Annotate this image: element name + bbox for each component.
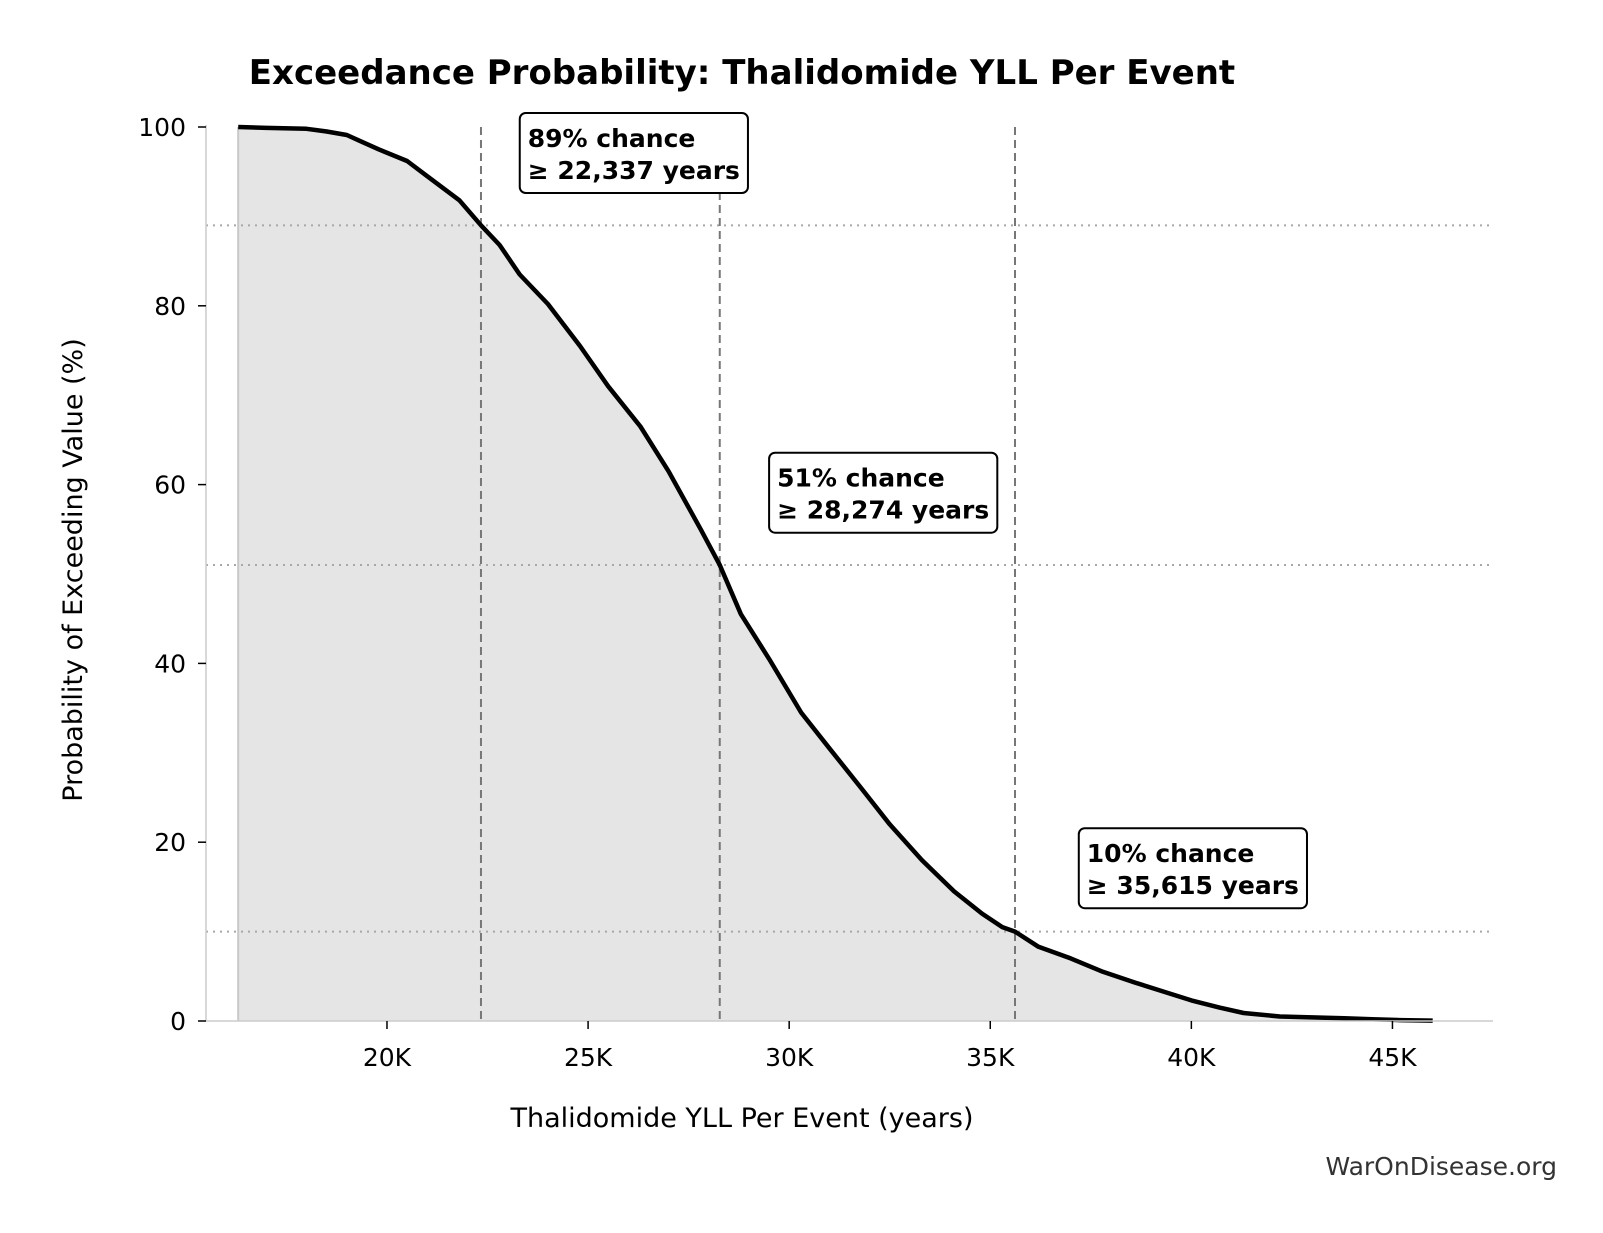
x-tick-label: 45K: [1368, 1043, 1417, 1072]
x-tick-label: 40K: [1167, 1043, 1216, 1072]
annotation-box: 10% chance ≥ 35,615 years: [1077, 827, 1308, 910]
plot-area: 0 20 40 60 80 100 20K 25K 30K 35K 40K 45K 89% chanc…: [138, 112, 1493, 1072]
axes: 0 20 40 60 80 100 20K 25K 30K 35K 40K 45K: [138, 113, 1493, 1072]
x-tick-label: 20K: [363, 1043, 412, 1072]
annotation-chance-text: 10% chance: [1087, 839, 1255, 868]
x-tick-label: 30K: [765, 1043, 814, 1072]
annotation-box: 89% chance ≥ 22,337 years: [518, 112, 749, 194]
y-tick-label: 40: [154, 649, 186, 678]
annotation-years-text: ≥ 22,337 years: [528, 156, 740, 185]
y-tick-label: 60: [154, 471, 186, 500]
annotation-frame: [518, 112, 749, 194]
annotation-box: 51% chance ≥ 28,274 years: [768, 451, 999, 534]
reference-lines: [206, 127, 1493, 1021]
exceedance-curve: [238, 124, 1433, 1023]
annotation-chance-text: 51% chance: [777, 464, 945, 493]
annotation-frame: [768, 451, 999, 534]
credit-text: WarOnDisease.org: [1325, 1152, 1557, 1181]
chart-title: Exceedance Probability: Thalidomide YLL …: [249, 53, 1235, 93]
annotation-years-text: ≥ 35,615 years: [1087, 871, 1299, 900]
exceedance-area-fill: [238, 127, 1433, 1021]
y-tick-label: 0: [170, 1007, 186, 1036]
annotation-frame: [1077, 827, 1308, 910]
y-tick-label: 80: [154, 292, 186, 321]
annotations: 89% chance ≥ 22,337 years 51% chance ≥ 28,2…: [518, 112, 1308, 910]
x-tick-label: 25K: [564, 1043, 613, 1072]
y-axis-label: Probability of Exceeding Value (%): [58, 338, 89, 801]
x-axis-label: Thalidomide YLL Per Event (years): [509, 1103, 973, 1134]
annotation-chance-text: 89% chance: [528, 124, 696, 153]
y-tick-label: 20: [154, 828, 186, 857]
annotation-years-text: ≥ 28,274 years: [777, 496, 989, 525]
x-tick-label: 35K: [966, 1043, 1015, 1072]
y-tick-label: 100: [138, 113, 186, 142]
